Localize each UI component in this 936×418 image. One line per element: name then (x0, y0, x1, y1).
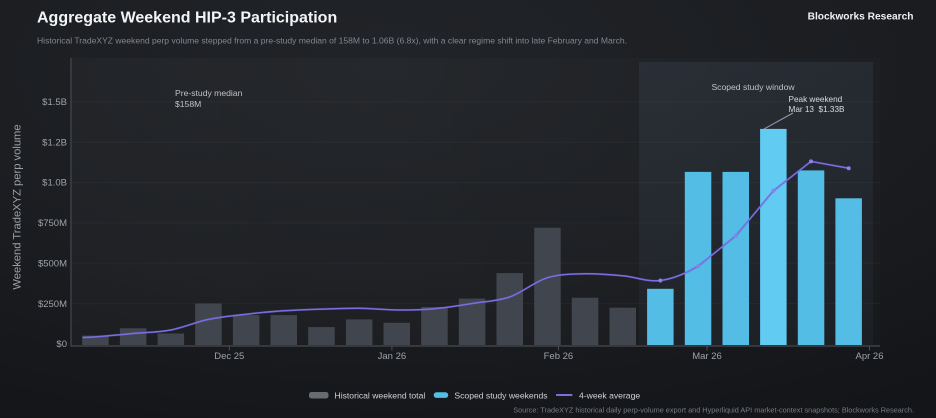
svg-text:Blockworks Research: Blockworks Research (808, 12, 914, 23)
svg-text:Scoped study window: Scoped study window (711, 82, 795, 92)
svg-text:Weekend TradeXYZ perp volume: Weekend TradeXYZ perp volume (12, 124, 24, 289)
svg-text:Scoped study weekends: Scoped study weekends (454, 390, 547, 400)
svg-text:Pre-study median: Pre-study median (175, 88, 243, 98)
svg-text:Mar 26: Mar 26 (692, 351, 722, 362)
svg-text:Feb 26: Feb 26 (544, 351, 574, 362)
svg-text:4-week average: 4-week average (579, 390, 640, 400)
svg-text:$158M: $158M (175, 99, 201, 109)
svg-text:$0: $0 (56, 339, 67, 350)
svg-text:Historical weekend total: Historical weekend total (335, 390, 426, 400)
svg-text:Source: TradeXYZ historical da: Source: TradeXYZ historical daily perp-v… (513, 406, 914, 415)
svg-text:$750M: $750M (38, 218, 67, 229)
svg-text:Mar 13 $1.33B: Mar 13 $1.33B (789, 105, 846, 114)
svg-text:Apr 26: Apr 26 (856, 351, 884, 362)
svg-text:$1.5B: $1.5B (42, 97, 67, 108)
svg-text:Jan 26: Jan 26 (378, 351, 407, 362)
svg-text:$1.0B: $1.0B (42, 178, 67, 189)
svg-text:$500M: $500M (38, 258, 67, 269)
svg-text:$1.2B: $1.2B (42, 137, 67, 148)
svg-text:Dec 25: Dec 25 (214, 351, 244, 362)
svg-text:Historical TradeXYZ weekend pe: Historical TradeXYZ weekend perp volume … (37, 36, 627, 46)
svg-text:Aggregate Weekend HIP-3 Partic: Aggregate Weekend HIP-3 Participation (37, 10, 337, 27)
svg-text:Peak weekend: Peak weekend (789, 95, 843, 104)
svg-text:$250M: $250M (38, 299, 67, 310)
